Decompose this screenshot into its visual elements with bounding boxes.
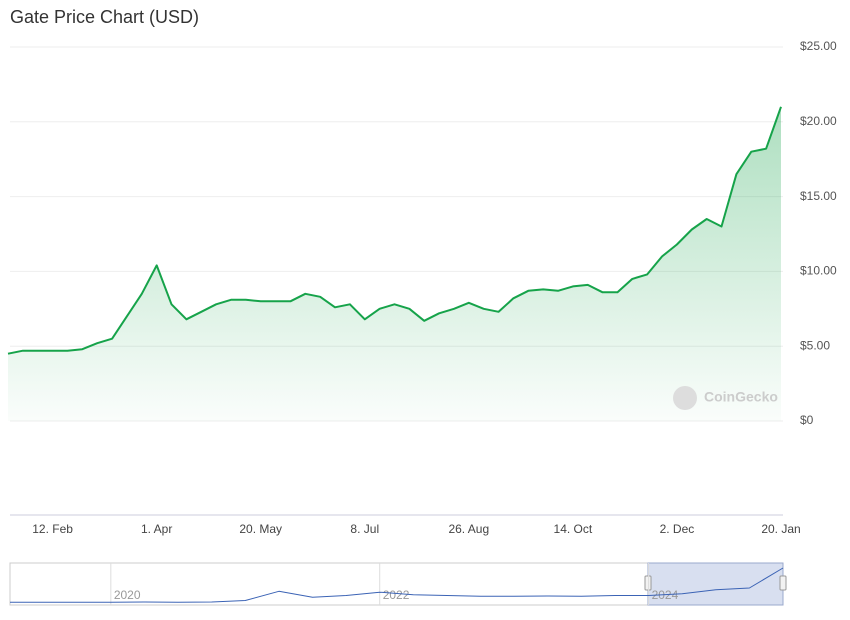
navigator-label: 2022	[383, 588, 410, 602]
y-tick-label: $25.00	[800, 39, 837, 53]
line	[10, 567, 784, 603]
area	[8, 106, 781, 422]
y-tick-label: $0	[800, 413, 814, 427]
x-tick-label: 14. Oct	[554, 522, 593, 536]
y-tick-label: $5.00	[800, 338, 830, 352]
navigator-handle[interactable]	[779, 575, 787, 591]
watermark: CoinGecko	[704, 389, 778, 405]
chart-title: Gate Price Chart (USD)	[10, 7, 199, 27]
x-tick-label: 20. May	[239, 522, 282, 536]
x-tick-label: 26. Aug	[448, 522, 489, 536]
navigator-label: 2020	[114, 588, 141, 602]
x-tick-label: 8. Jul	[350, 522, 379, 536]
y-tick-label: $10.00	[800, 264, 837, 278]
line	[7, 106, 782, 355]
navigator-label: 2024	[652, 588, 679, 602]
navigator-handle[interactable]	[644, 575, 652, 591]
y-tick-label: $20.00	[800, 114, 837, 128]
y-tick-label: $15.00	[800, 189, 837, 203]
x-tick-label: 20. Jan	[761, 522, 800, 536]
navigator-selection	[647, 562, 784, 606]
x-tick-label: 1. Apr	[141, 522, 172, 536]
x-tick-label: 12. Feb	[32, 522, 73, 536]
x-tick-label: 2. Dec	[660, 522, 695, 536]
watermark-logo	[673, 386, 697, 410]
